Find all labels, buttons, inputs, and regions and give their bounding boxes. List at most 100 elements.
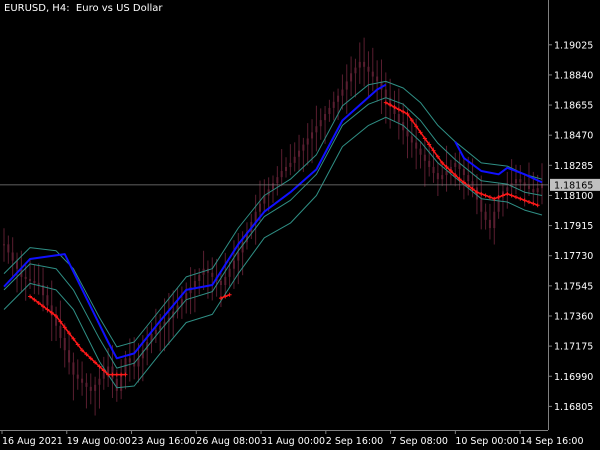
candle-body: [228, 268, 231, 277]
candle-body: [141, 350, 144, 359]
price-tick-label: 1.18100: [554, 191, 593, 202]
symbol-description: Euro vs US Dollar: [75, 3, 163, 14]
candle-body: [50, 305, 53, 316]
candle-body: [115, 378, 118, 391]
trend-down-marker: [80, 348, 85, 353]
current-price-badge: [550, 178, 600, 191]
price-tick-label: 1.17360: [554, 311, 593, 322]
candle-body: [185, 293, 188, 300]
trend-down-marker: [123, 372, 128, 377]
candle-body: [7, 244, 10, 253]
trend-down-marker: [58, 319, 63, 324]
candle-body: [354, 67, 357, 74]
trend-down-marker: [518, 196, 523, 201]
candle-body: [124, 358, 127, 375]
candle-body: [541, 184, 543, 189]
candle-body: [59, 325, 62, 338]
price-tick-label: 1.19025: [554, 40, 593, 51]
trend-down-marker: [531, 201, 536, 206]
candle-body: [276, 177, 279, 184]
candle-body: [371, 71, 374, 77]
time-tick-label: 10 Sep 00:00: [455, 436, 518, 447]
channel-lower-line: [3, 116, 543, 389]
candle-body: [519, 179, 522, 183]
trend-down-marker: [526, 199, 531, 204]
candle-body: [488, 219, 491, 229]
trend-down-marker: [470, 186, 475, 191]
time-tick-label: 23 Aug 16:00: [132, 436, 196, 447]
candle-body: [328, 107, 331, 115]
current-price-label: 1.18165: [554, 180, 593, 191]
candle-body: [37, 283, 40, 286]
price-axis: 1.19025 1.18840 1.18655 1.18470 1.18285 1.181…: [548, 40, 593, 413]
candle-body: [514, 179, 517, 184]
candle-body: [111, 366, 114, 379]
price-tick-label: 1.17545: [554, 281, 593, 292]
candle-body: [345, 81, 348, 90]
trend-down-marker: [431, 148, 436, 153]
candle-body: [532, 188, 535, 193]
candle-body: [232, 260, 235, 269]
candle-body: [341, 89, 344, 96]
trend-down-marker: [36, 300, 41, 305]
trend-up-line: [3, 83, 387, 360]
candle-body: [306, 138, 309, 145]
candle-body: [428, 160, 431, 167]
candle-body: [462, 168, 465, 176]
trend-down-marker: [522, 198, 527, 203]
candle-body: [445, 171, 448, 176]
candle-body: [384, 89, 387, 98]
trend-down-marker: [513, 195, 518, 200]
candle-body: [211, 272, 214, 277]
candle-body: [102, 372, 105, 379]
candle-body: [389, 97, 392, 106]
candle-body: [523, 182, 526, 186]
channel-upper-line: [3, 80, 543, 348]
candle-body: [68, 350, 71, 363]
trend-down-marker: [461, 180, 466, 185]
candle-body: [42, 285, 45, 296]
candle-body: [423, 154, 426, 161]
trend-down-marker: [101, 368, 106, 373]
price-tick-label: 1.18470: [554, 131, 593, 142]
candle-body: [16, 260, 19, 269]
trend-down-marker: [474, 190, 479, 195]
trend-down-marker: [535, 203, 540, 208]
trend-down-marker: [75, 342, 80, 347]
candle-body: [454, 162, 457, 167]
trend-down-marker: [110, 372, 115, 377]
trend-down-marker: [409, 118, 414, 123]
current-price-layer: 1.18165: [0, 178, 600, 191]
candle-body: [376, 76, 379, 82]
candle-body: [493, 211, 496, 229]
candle-body: [137, 358, 140, 367]
candle-body: [315, 126, 318, 133]
candle-body: [380, 81, 383, 90]
candle-body: [280, 171, 283, 178]
candle-body: [506, 187, 509, 192]
trend-down-marker: [106, 372, 111, 377]
candle-body: [402, 122, 405, 131]
chart-frame: [0, 0, 549, 431]
trend-markers-layer: [28, 100, 540, 377]
price-tick-label: 1.18655: [554, 101, 593, 112]
candle-body: [258, 203, 261, 212]
price-tick-label: 1.16990: [554, 372, 593, 383]
time-tick-label: 26 Aug 08:00: [196, 436, 260, 447]
candle-body: [497, 195, 500, 212]
trend-down-marker: [492, 196, 497, 201]
trend-down-marker: [41, 304, 46, 309]
candle-body: [484, 211, 487, 220]
time-tick-label: 2 Sep 16:00: [326, 436, 383, 447]
trend-down-marker: [383, 100, 388, 105]
candle-body: [107, 366, 110, 373]
candle-body: [415, 142, 418, 149]
candle-body: [11, 252, 14, 261]
trend-down-marker: [396, 107, 401, 112]
trend-down-marker: [67, 331, 72, 336]
trend-down-marker: [500, 193, 505, 198]
candle-body: [76, 374, 79, 379]
candle-body: [263, 195, 266, 204]
trend-down-marker: [496, 195, 501, 200]
